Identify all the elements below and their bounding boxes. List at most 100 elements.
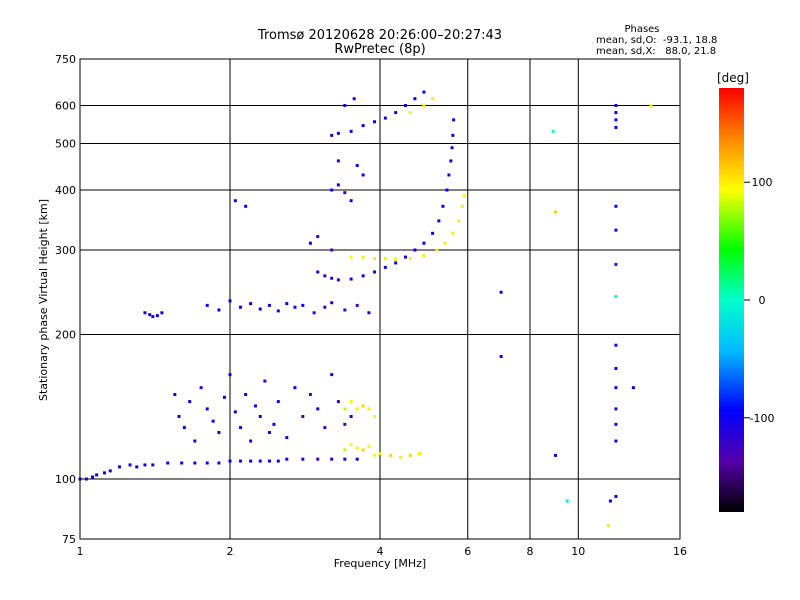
data-point <box>276 400 280 404</box>
data-point <box>383 257 387 261</box>
data-point <box>249 459 253 463</box>
data-point <box>394 111 398 115</box>
data-point <box>228 459 232 463</box>
data-point <box>614 366 618 370</box>
data-point <box>373 414 377 418</box>
data-point <box>614 228 618 232</box>
data-point <box>276 309 280 313</box>
data-point <box>443 241 447 245</box>
stats-heading: Phases <box>624 24 659 35</box>
data-point <box>244 393 248 397</box>
data-point <box>188 400 192 404</box>
data-point <box>553 210 557 214</box>
data-point <box>614 422 618 426</box>
chart-subtitle: RwPretec (8p) <box>334 42 425 57</box>
data-point <box>343 448 347 452</box>
data-point <box>614 104 618 108</box>
data-point <box>355 457 359 461</box>
data-point <box>151 315 155 319</box>
data-point <box>394 261 398 265</box>
data-point <box>361 173 365 177</box>
x-tick-label: 10 <box>571 545 585 558</box>
data-point <box>128 463 132 467</box>
data-point <box>499 354 503 358</box>
data-point <box>293 386 297 390</box>
data-point <box>614 111 618 115</box>
data-point <box>355 407 359 411</box>
y-tick-label: 600 <box>55 100 76 113</box>
data-point <box>316 457 320 461</box>
data-point <box>462 193 466 197</box>
colorbar-tick-label: 100 <box>752 176 773 189</box>
data-point <box>336 131 340 135</box>
data-point <box>316 270 320 274</box>
data-point <box>223 395 227 399</box>
data-point <box>361 255 365 259</box>
data-point <box>349 129 353 133</box>
data-point <box>445 188 449 192</box>
data-point <box>228 373 232 377</box>
x-axis-ticks: 1 2 4 6 8 10 16 <box>77 545 688 558</box>
data-point <box>551 129 555 133</box>
data-point <box>413 97 417 101</box>
data-point <box>249 302 253 306</box>
data-point <box>239 426 243 430</box>
data-point <box>166 461 170 465</box>
y-axis-label: Stationary phase Virtual Height [km] <box>37 199 50 401</box>
data-point <box>272 422 276 426</box>
data-point <box>441 204 445 208</box>
data-point <box>276 459 280 463</box>
data-point <box>143 463 147 467</box>
data-point <box>349 400 353 404</box>
data-point <box>330 301 334 305</box>
data-point <box>253 404 257 408</box>
data-point <box>293 305 297 309</box>
data-point <box>361 124 365 128</box>
data-point <box>135 465 139 469</box>
data-point <box>408 453 412 457</box>
data-point <box>349 255 353 259</box>
data-point <box>614 295 618 299</box>
colorbar-tick-label: -100 <box>750 412 775 425</box>
data-point <box>330 276 334 280</box>
data-point <box>343 191 347 195</box>
data-point <box>355 303 359 307</box>
data-point <box>267 459 271 463</box>
data-point <box>373 257 377 261</box>
data-point <box>361 404 365 408</box>
data-point <box>193 461 197 465</box>
data-point <box>614 386 618 390</box>
data-point <box>355 446 359 450</box>
data-point <box>95 473 99 477</box>
data-point <box>308 393 312 397</box>
data-point <box>285 436 289 440</box>
data-point <box>383 265 387 269</box>
data-point <box>457 219 461 223</box>
data-point <box>228 299 232 303</box>
data-point <box>607 524 611 528</box>
data-point <box>417 452 421 456</box>
data-point <box>499 290 503 294</box>
data-point <box>155 314 159 318</box>
plot-frame <box>79 58 681 540</box>
data-point <box>258 307 262 311</box>
colorbar-tick-label: 0 <box>759 294 766 307</box>
data-point <box>330 188 334 192</box>
data-point <box>373 453 377 457</box>
data-point <box>180 461 184 465</box>
data-point <box>258 459 262 463</box>
y-tick-label: 100 <box>55 473 76 486</box>
data-point <box>614 204 618 208</box>
data-point <box>447 173 451 177</box>
colorbar-label: [deg] <box>717 71 749 85</box>
data-point <box>614 407 618 411</box>
data-point <box>408 111 412 115</box>
data-point <box>84 477 88 481</box>
data-point <box>117 465 121 469</box>
data-point <box>394 257 398 261</box>
data-point <box>336 159 340 163</box>
data-point <box>451 231 455 235</box>
data-point <box>608 499 612 503</box>
colorbar: [deg] 100 0 -100 <box>717 71 774 512</box>
data-point <box>316 407 320 411</box>
